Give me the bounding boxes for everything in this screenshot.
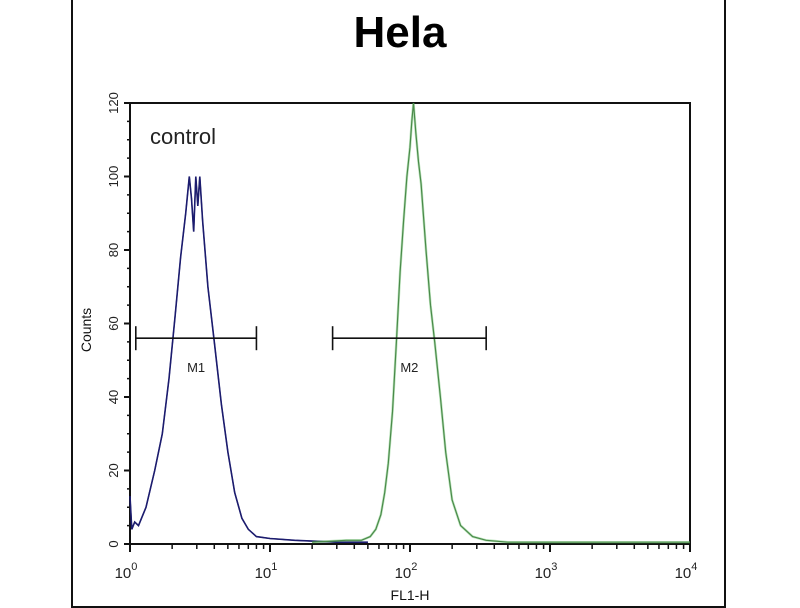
control-annotation: control xyxy=(150,124,216,149)
marker-label-M1: M1 xyxy=(187,360,205,375)
series-glow-control xyxy=(129,176,368,544)
x-tick-label: 100 xyxy=(115,561,138,582)
y-tick-label: 20 xyxy=(106,463,121,477)
y-tick-label: 40 xyxy=(106,390,121,404)
y-tick-label: 0 xyxy=(106,540,121,547)
series-glow-sample xyxy=(312,102,690,544)
y-axis-label: Counts xyxy=(78,308,94,352)
series-line-sample xyxy=(312,102,690,543)
x-tick-label: 102 xyxy=(395,561,418,582)
x-axis-label: FL1-H xyxy=(391,587,430,600)
chart-title: Hela xyxy=(353,8,447,57)
marker-label-M2: M2 xyxy=(400,360,418,375)
x-tick-label: 103 xyxy=(535,561,558,582)
x-tick-label: 104 xyxy=(675,561,698,582)
y-tick-label: 80 xyxy=(106,243,121,257)
y-tick-label: 60 xyxy=(106,316,121,330)
plot-area-border xyxy=(129,102,691,545)
series-line-control xyxy=(129,176,368,543)
x-tick-label: 101 xyxy=(255,561,278,582)
y-tick-label: 120 xyxy=(106,92,121,114)
y-tick-label: 100 xyxy=(106,166,121,188)
